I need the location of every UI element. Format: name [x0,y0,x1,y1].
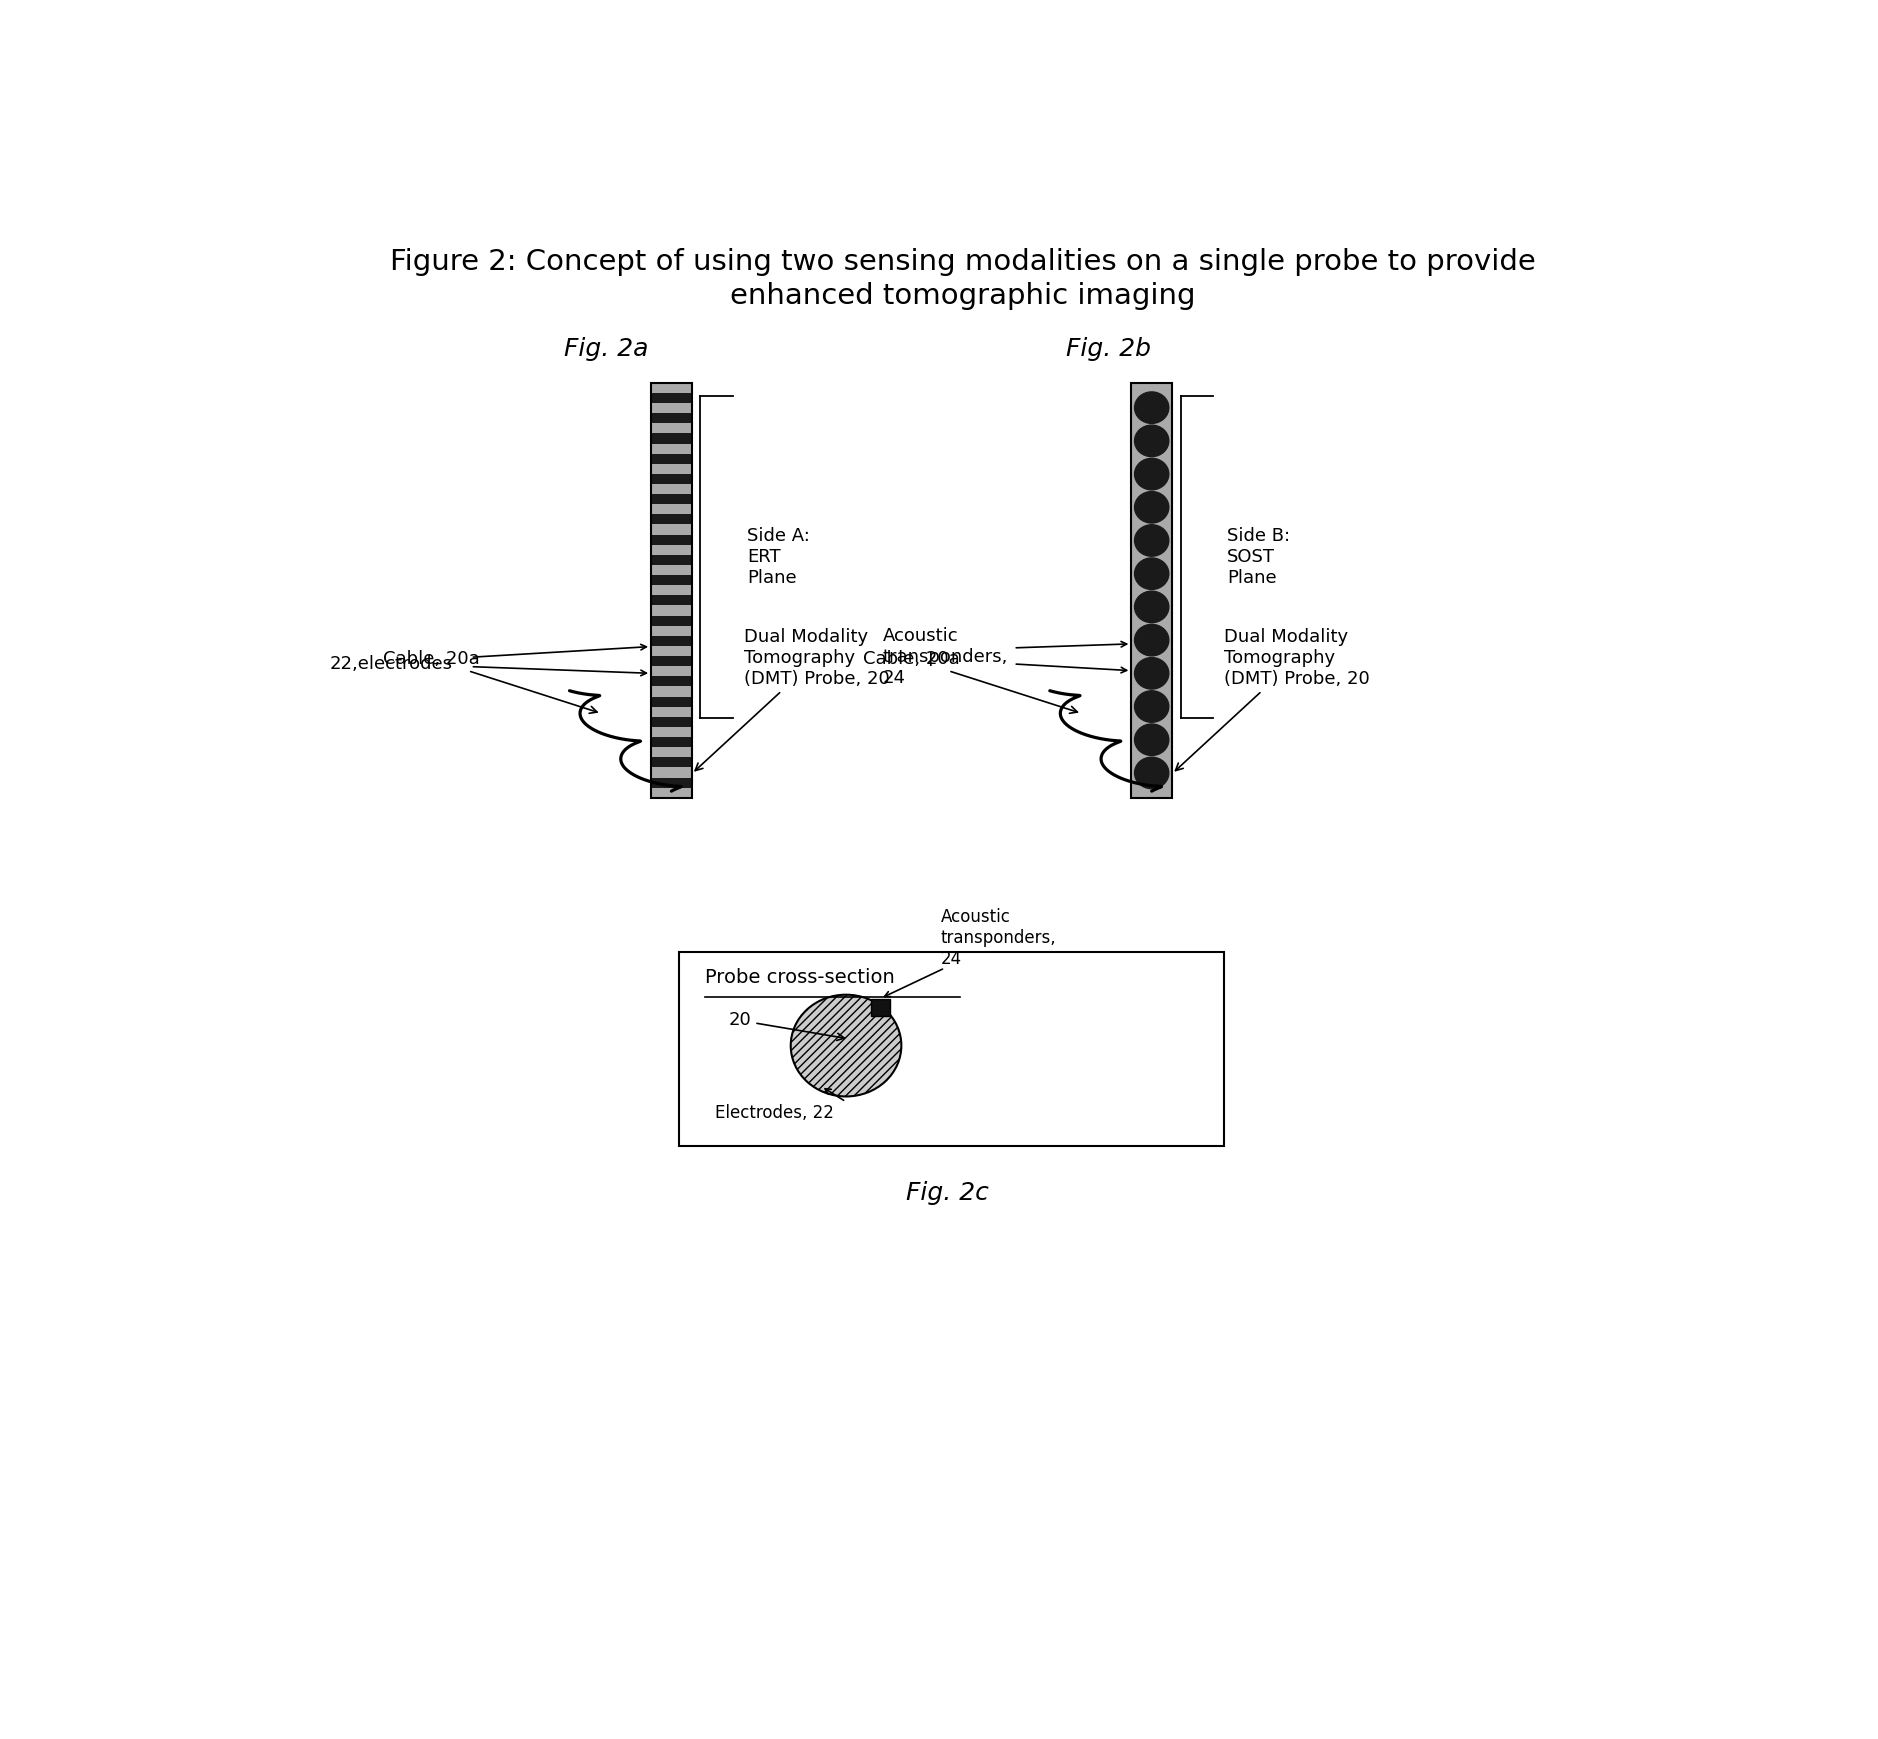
Text: Probe cross-section: Probe cross-section [704,969,894,988]
Ellipse shape [791,995,901,1097]
Circle shape [1134,591,1168,623]
Circle shape [1134,657,1168,689]
Bar [652,758,691,767]
Text: Dual Modality
Tomography
(DMT) Probe, 20: Dual Modality Tomography (DMT) Probe, 20 [695,628,890,770]
Bar [652,433,691,443]
Circle shape [1134,459,1168,490]
Text: Acoustic
transponders,
24: Acoustic transponders, 24 [941,908,1055,969]
Text: Side A:
ERT
Plane: Side A: ERT Plane [747,527,809,586]
Text: Fig. 2c: Fig. 2c [907,1181,990,1205]
Bar [652,383,691,798]
Bar [652,636,691,645]
Bar [652,595,691,605]
Bar [1131,383,1172,798]
Circle shape [1134,424,1168,457]
Bar [871,998,890,1016]
Text: Electrodes, 22: Electrodes, 22 [716,1104,834,1122]
Bar [652,383,691,798]
Circle shape [1134,624,1168,656]
Bar [652,454,691,464]
Circle shape [1134,558,1168,590]
Bar [652,656,691,666]
Bar [652,534,691,544]
Bar [652,716,691,727]
Text: Dual Modality
Tomography
(DMT) Probe, 20: Dual Modality Tomography (DMT) Probe, 20 [1176,628,1371,770]
Bar [652,494,691,504]
Bar [678,951,1224,1146]
Bar [652,777,691,788]
Circle shape [1134,690,1168,722]
Text: 22,electrodes: 22,electrodes [329,656,453,673]
Bar [652,576,691,586]
Text: Fig. 2b: Fig. 2b [1065,337,1151,362]
Bar [652,515,691,525]
Bar [652,616,691,626]
Bar [652,697,691,706]
Bar [1131,383,1172,798]
Circle shape [1134,391,1168,423]
Circle shape [1134,525,1168,556]
Text: Fig. 2a: Fig. 2a [563,337,648,362]
Text: enhanced tomographic imaging: enhanced tomographic imaging [731,282,1194,310]
Bar [652,555,691,565]
Bar [652,393,691,403]
Circle shape [1134,723,1168,755]
Bar [652,473,691,483]
Circle shape [1134,756,1168,790]
Circle shape [1134,492,1168,523]
Text: Side B:
SOST
Plane: Side B: SOST Plane [1228,527,1290,586]
Bar [652,414,691,423]
Text: Cable, 20a: Cable, 20a [864,650,1078,713]
Text: Cable, 20a: Cable, 20a [383,650,597,713]
Text: 20: 20 [729,1012,845,1040]
Bar [652,676,691,687]
Text: Acoustic
transponders,
24: Acoustic transponders, 24 [883,628,1008,687]
Bar [652,737,691,748]
Text: Figure 2: Concept of using two sensing modalities on a single probe to provide: Figure 2: Concept of using two sensing m… [389,249,1536,277]
